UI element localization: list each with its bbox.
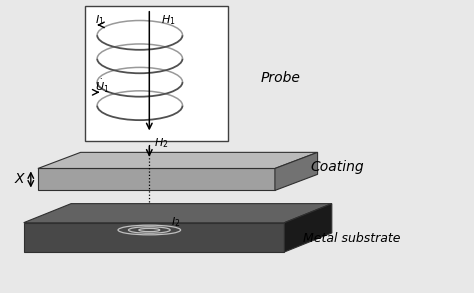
Text: Probe: Probe	[261, 71, 301, 85]
Text: $I_1$: $I_1$	[95, 13, 104, 27]
Polygon shape	[24, 204, 332, 223]
Text: $H_2$: $H_2$	[154, 137, 169, 150]
Polygon shape	[284, 204, 332, 252]
Text: $I_2$: $I_2$	[171, 215, 180, 229]
Text: $H_1$: $H_1$	[161, 13, 176, 27]
Text: $\dot{U}_1$: $\dot{U}_1$	[95, 78, 109, 95]
Polygon shape	[38, 152, 318, 168]
Text: Metal substrate: Metal substrate	[303, 232, 401, 245]
Polygon shape	[38, 168, 275, 190]
Bar	[85, 6, 228, 141]
Text: Coating: Coating	[310, 160, 364, 174]
Text: X: X	[14, 173, 24, 186]
Polygon shape	[24, 223, 284, 252]
Polygon shape	[275, 152, 318, 190]
